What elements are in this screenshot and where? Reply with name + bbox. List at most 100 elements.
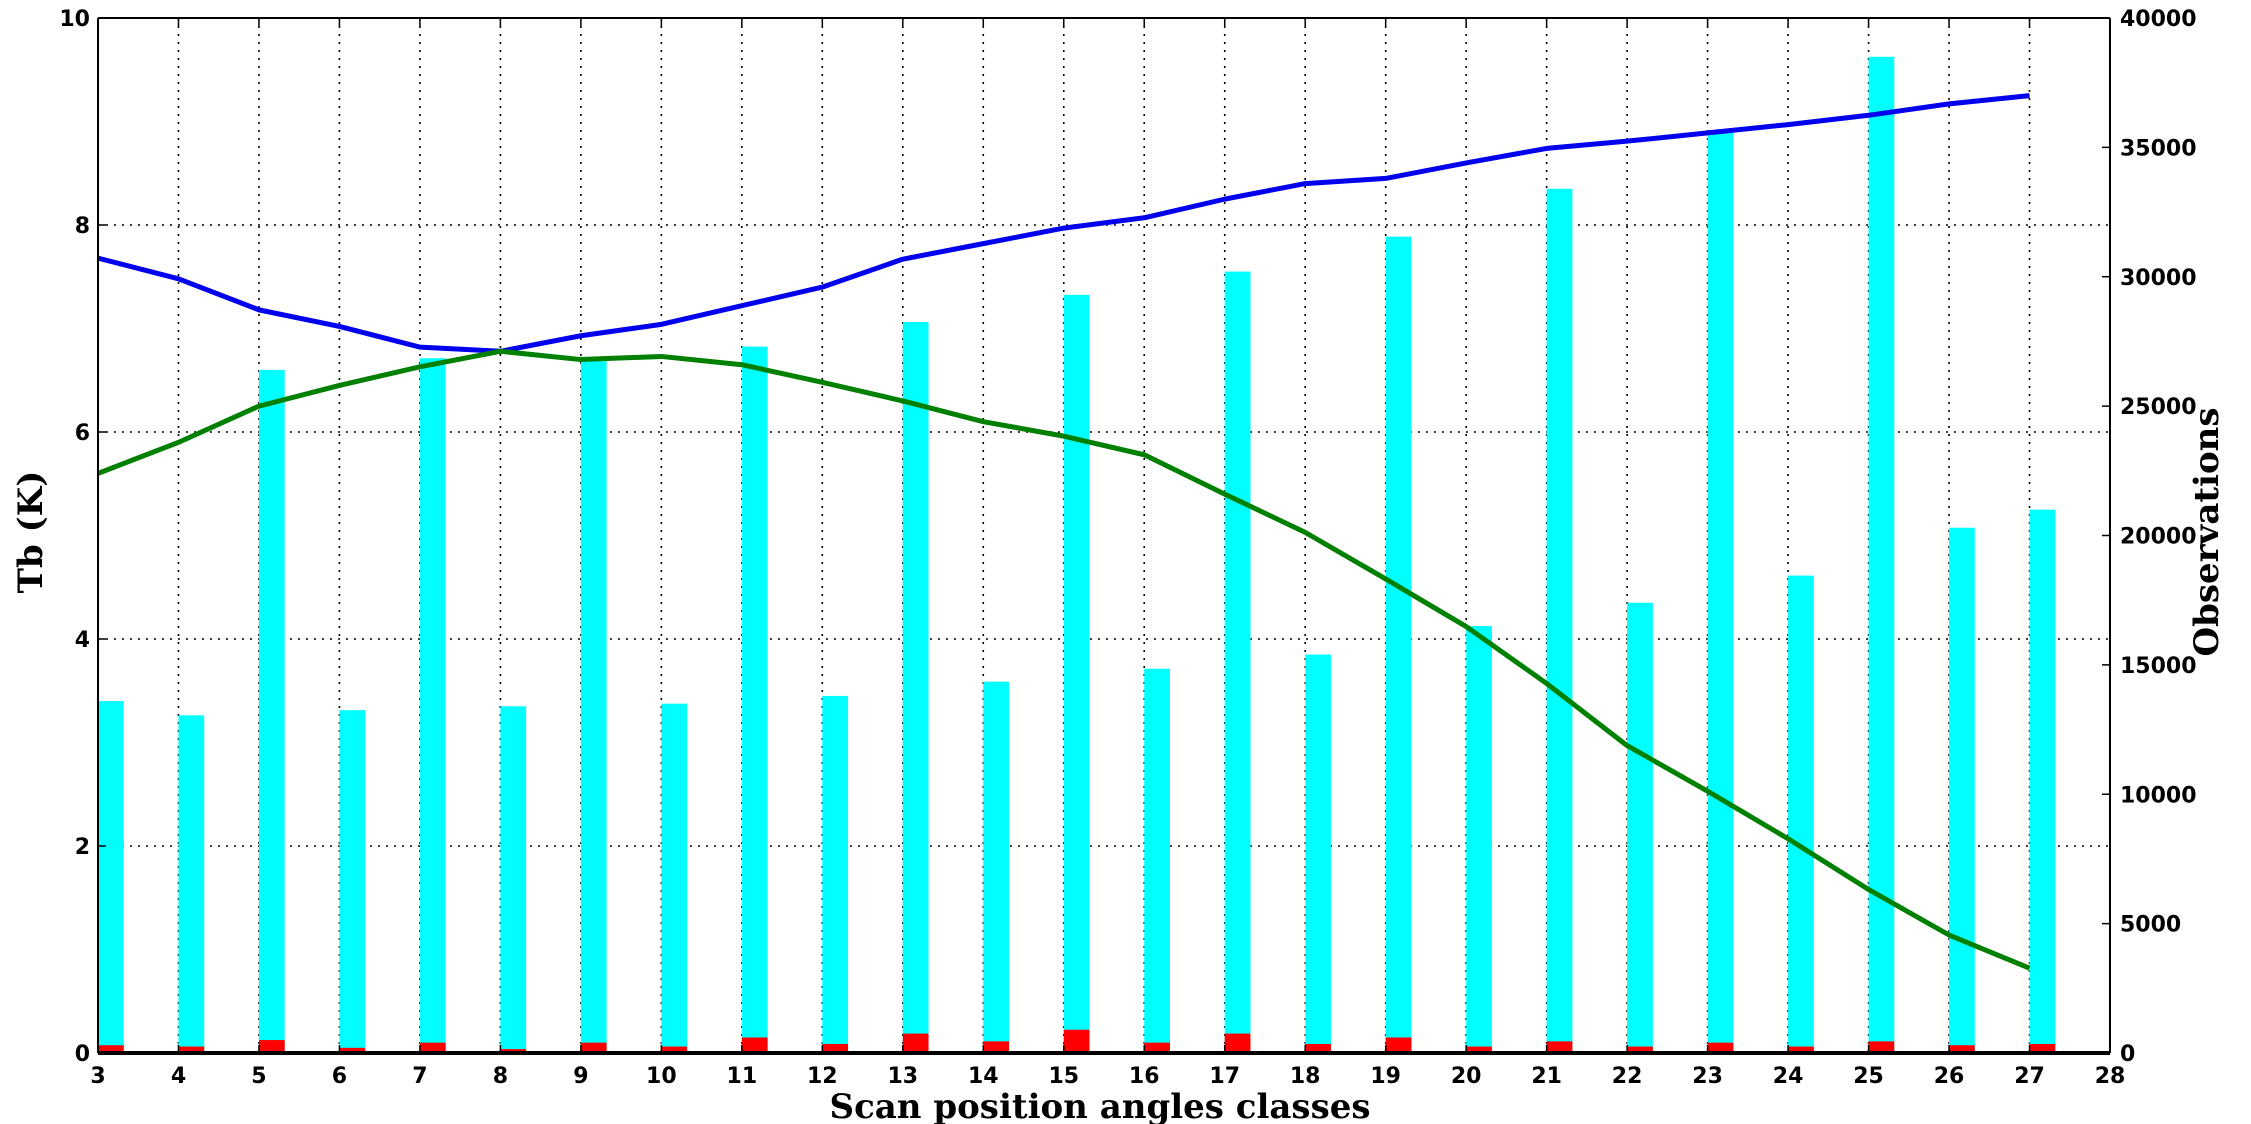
bar-cyan: [902, 322, 929, 1053]
y-tick-label: 10: [59, 7, 90, 32]
bar-cyan: [500, 706, 527, 1053]
bar-red: [1305, 1043, 1331, 1053]
bar-cyan: [98, 701, 124, 1053]
y-tick-label: 6: [75, 421, 90, 446]
bar-red: [1063, 1029, 1090, 1053]
x-tick-label: 20: [1451, 1064, 1482, 1089]
bar-red: [1788, 1046, 1814, 1053]
bar-cyan: [1949, 527, 1975, 1053]
tick-labels: 3 4 5 6 7 8 9 10 11 12 13 14 15 16 17 18 19 20 21 22 23 24 25 2…: [59, 7, 2196, 1089]
bar-cyan: [1788, 575, 1814, 1053]
x-tick-label: 24: [1773, 1064, 1804, 1089]
x-tick-label: 27: [2014, 1064, 2045, 1089]
bar-cyan: [258, 369, 285, 1053]
x-tick-label: 28: [2095, 1064, 2126, 1089]
axes: [97, 17, 2111, 1055]
x-tick-label: 6: [332, 1064, 347, 1089]
x-tick-label: 10: [646, 1064, 677, 1089]
bar-red: [661, 1046, 688, 1053]
x-tick-label: 17: [1209, 1064, 1240, 1089]
bar-cyan: [1546, 188, 1573, 1053]
line-series-green: [97, 348, 2031, 971]
y2-tick-label: 20000: [2120, 525, 2197, 550]
bar-cyan: [1063, 294, 1090, 1053]
bar-red: [580, 1042, 607, 1053]
bar-cyan: [178, 715, 205, 1053]
x-tick-label: 22: [1612, 1064, 1643, 1089]
bar-red: [178, 1046, 205, 1053]
y2-tick-label: 35000: [2120, 136, 2197, 161]
x-tick-label: 3: [90, 1064, 105, 1089]
x-tick-label: 5: [251, 1064, 266, 1089]
bar-red: [741, 1037, 768, 1053]
x-axis-title: Scan position angles classes: [830, 1087, 1371, 1124]
x-tick-label: 4: [171, 1064, 186, 1089]
y2-tick-label: 25000: [2120, 395, 2197, 420]
bar-cyan: [661, 703, 688, 1053]
bar-red: [258, 1040, 285, 1053]
x-tick-label: 13: [887, 1064, 918, 1089]
y2-tick-label: 10000: [2120, 783, 2197, 808]
x-tick-label: 11: [727, 1064, 758, 1089]
bar-red: [1466, 1046, 1492, 1053]
bar-cyan: [741, 346, 768, 1053]
bar-cyan: [2029, 509, 2056, 1053]
y2-tick-label: 30000: [2120, 266, 2197, 291]
lines: [97, 93, 2031, 971]
y-tick-label: 8: [75, 214, 90, 239]
bar-cyan: [1627, 602, 1653, 1053]
x-tick-label: 21: [1531, 1064, 1562, 1089]
y2-axis-title: Observations: [2187, 407, 2227, 656]
bar-cyan: [419, 358, 446, 1054]
bar-cyan: [580, 359, 607, 1053]
y-tick-label: 0: [75, 1042, 90, 1067]
x-tick-label: 7: [412, 1064, 427, 1089]
x-tick-label: 26: [1934, 1064, 1965, 1089]
x-tick-label: 9: [573, 1064, 588, 1089]
x-tick-label: 25: [1853, 1064, 1884, 1089]
x-tick-label: 14: [968, 1064, 999, 1089]
bar-cyan: [1466, 626, 1492, 1053]
y2-tick-label: 0: [2120, 1042, 2135, 1067]
bar-red: [2029, 1043, 2056, 1053]
y-tick-label: 4: [75, 628, 90, 653]
bar-red: [983, 1041, 1010, 1053]
bar-cyan: [822, 695, 849, 1053]
bar-cyan: [1385, 236, 1412, 1054]
y2-tick-label: 5000: [2120, 913, 2181, 938]
bar-red: [98, 1045, 124, 1053]
bar-red: [339, 1047, 366, 1053]
bar-red: [1707, 1042, 1734, 1053]
x-tick-label: 12: [807, 1064, 838, 1089]
bar-cyan: [339, 710, 366, 1053]
bar-red: [1627, 1046, 1653, 1053]
y2-tick-label: 15000: [2120, 654, 2197, 679]
bar-cyan: [1868, 56, 1895, 1053]
bar-red: [419, 1042, 446, 1053]
y2-tick-label: 40000: [2120, 7, 2197, 32]
bar-red: [1224, 1033, 1251, 1053]
bar-cyan: [1305, 654, 1331, 1053]
y-tick-label: 2: [75, 835, 90, 860]
x-tick-label: 19: [1370, 1064, 1401, 1089]
x-tick-label: 8: [493, 1064, 508, 1089]
x-tick-label: 18: [1290, 1064, 1321, 1089]
line-series-blue: [97, 93, 2030, 354]
bar-red: [1546, 1041, 1573, 1053]
bar-red: [902, 1033, 929, 1053]
bar-red: [1949, 1045, 1975, 1053]
bar-red: [1385, 1037, 1412, 1053]
bar-cyan: [1224, 271, 1251, 1053]
bar-cyan: [1144, 668, 1170, 1053]
x-tick-label: 16: [1129, 1064, 1160, 1089]
bar-red: [1868, 1041, 1895, 1053]
bar-red: [822, 1043, 849, 1053]
x-tick-label: 15: [1048, 1064, 1079, 1089]
bar-cyan: [983, 681, 1010, 1053]
bars: [98, 56, 2056, 1054]
x-tick-label: 23: [1692, 1064, 1723, 1089]
y-axis-title: Tb (K): [11, 471, 51, 594]
bar-cyan: [1707, 131, 1734, 1054]
bar-red: [1144, 1042, 1170, 1053]
